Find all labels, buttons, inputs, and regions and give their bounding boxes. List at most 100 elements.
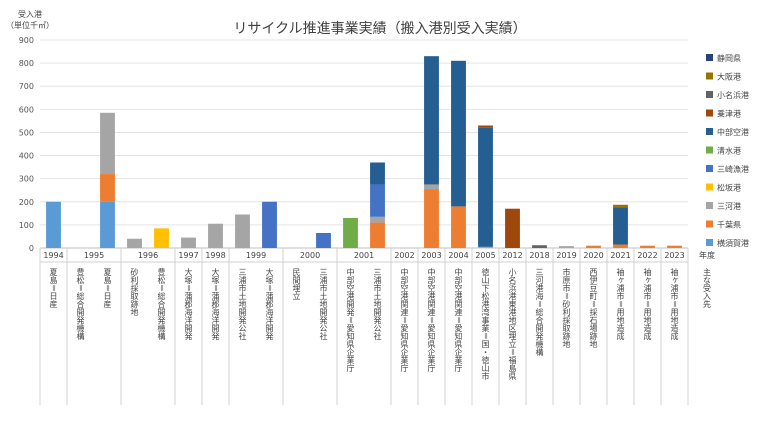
legend-label: 中部空港 xyxy=(717,127,749,137)
legend-swatch xyxy=(706,128,713,135)
bar-segment xyxy=(640,245,655,248)
year-label: 1997 xyxy=(178,251,198,260)
bar-segment xyxy=(370,216,385,223)
year-label: 2005 xyxy=(475,251,495,260)
year-label: 2002 xyxy=(394,251,414,260)
bar-segment xyxy=(262,201,277,248)
bar-segment xyxy=(100,112,115,175)
destination-label: 三浦市土地開発公社 xyxy=(373,268,382,341)
bar-segment xyxy=(370,222,385,248)
bar-segment xyxy=(181,237,196,248)
year-label: 2001 xyxy=(354,251,374,260)
destination-label: 大塚＝蒲郡海洋開発 xyxy=(184,267,193,341)
y-tick-label: 900 xyxy=(19,36,34,45)
bar-segment xyxy=(478,246,493,248)
y-tick-label: 600 xyxy=(19,105,34,114)
y-tick-label: 800 xyxy=(19,59,34,68)
gridlines xyxy=(40,39,688,249)
year-label: 1994 xyxy=(43,251,63,260)
legend-swatch xyxy=(706,165,713,172)
y-tick-label: 100 xyxy=(19,221,34,230)
year-label: 2012 xyxy=(502,251,522,260)
destination-label: 三浦市土地開発公社 xyxy=(319,268,328,341)
bar-segment xyxy=(424,189,439,248)
legend-swatch xyxy=(706,54,713,61)
year-label: 2021 xyxy=(610,251,630,260)
destination-label: 豊松＝総合開発機構 xyxy=(157,267,166,341)
legend-label: 三崎漁港 xyxy=(717,164,749,174)
y-axis-label-line1: 受入港 xyxy=(18,9,42,19)
legend-label: 乗津港 xyxy=(717,109,741,119)
destination-label: 砂利採取跡地 xyxy=(130,267,139,316)
bar-segment xyxy=(478,125,493,128)
destination-label: 豊松＝総合開発機構 xyxy=(76,267,85,341)
legend-swatch xyxy=(706,202,713,209)
destination-label: 三河港海＝総合開発機構 xyxy=(535,268,544,357)
destination-label: 袖ヶ浦市＝用地造成 xyxy=(670,267,679,341)
destination-label: 大塚＝蒲郡海洋開発 xyxy=(211,267,220,341)
year-label: 2000 xyxy=(300,251,320,260)
bars xyxy=(46,56,682,248)
bar-segment xyxy=(370,184,385,217)
year-label: 2018 xyxy=(529,251,549,260)
bar-segment xyxy=(424,56,439,185)
legend-swatch xyxy=(706,109,713,117)
y-tick-label: 0 xyxy=(29,244,34,253)
destination-label: 中部空港関連＝愛知県企業庁 xyxy=(427,267,436,372)
y-tick-label: 200 xyxy=(19,198,34,207)
bar-segment xyxy=(451,206,466,248)
bar-segment xyxy=(505,208,520,248)
bar-segment xyxy=(667,245,682,248)
destination-label: 夏島＝日産 xyxy=(49,268,58,309)
bar-segment xyxy=(559,246,574,248)
y-tick-labels: 0 100 200 300 400 500 600 700 800 900 xyxy=(19,36,34,253)
destination-label: 中部空港開発＝愛知県企業庁 xyxy=(346,267,355,372)
bar-segment xyxy=(613,207,628,245)
bar-segment xyxy=(613,204,628,208)
destination-label: 三浦市土地開発公社 xyxy=(238,268,247,341)
bar-segment xyxy=(478,127,493,247)
legend-label: 千葉県 xyxy=(717,220,741,230)
legend-label: 静岡県 xyxy=(717,53,741,63)
year-label: 1998 xyxy=(205,251,225,260)
y-axis-label: 受入港（単位千㎥） xyxy=(6,9,54,30)
destination-label: 中部空港関連＝愛知県企業庁 xyxy=(400,267,409,372)
bar-segment xyxy=(154,228,169,248)
bar-segment xyxy=(370,162,385,185)
row-header-year: 年度 xyxy=(699,250,715,260)
bar-segment xyxy=(235,214,250,248)
y-tick-label: 400 xyxy=(19,152,34,161)
bar-segment xyxy=(343,217,358,248)
destination-label: 小名浜港東港地区埋立＝福島県 xyxy=(508,268,517,381)
legend-label: 小名浜港 xyxy=(717,90,749,100)
year-label: 2020 xyxy=(583,251,603,260)
destination-label: 西伊豆町＝採石場跡地 xyxy=(589,268,598,348)
legend-label: 三河港 xyxy=(717,201,741,211)
year-label: 1996 xyxy=(138,251,158,260)
destination-label: 徳山下松港湾事業＝国・徳山市 xyxy=(481,267,490,381)
destination-label: 夏島＝日産 xyxy=(103,268,112,309)
legend-swatch xyxy=(706,183,713,191)
year-label: 1999 xyxy=(246,251,266,260)
legend-swatch xyxy=(706,72,713,80)
destination-label: 中部空港関連＝愛知県企業庁 xyxy=(454,267,463,372)
year-label: 2023 xyxy=(664,251,684,260)
bar-segment xyxy=(316,232,331,248)
category-table: 1994 夏島＝日産 1995 豊松＝総合開発機構 夏島＝日産 1996 砂利採取跡地 豊松＝… xyxy=(39,248,715,405)
legend-swatch xyxy=(706,146,713,154)
year-label: 2004 xyxy=(448,251,468,260)
chart-title: リサイクル推進事業実績（搬入港別受入実績） xyxy=(233,21,526,37)
destination-label: 袖ヶ浦市＝用地造成 xyxy=(643,267,652,341)
legend-label: 松坂港 xyxy=(717,183,741,193)
bar-segment xyxy=(208,223,223,248)
legend-swatch xyxy=(706,239,713,246)
bar-segment xyxy=(451,60,466,207)
y-tick-label: 500 xyxy=(19,128,34,137)
legend-swatch xyxy=(706,91,713,98)
bar-segment xyxy=(613,244,628,248)
destination-label: 大塚＝蒲郡海洋開発 xyxy=(265,267,274,341)
destination-label: 袖ヶ浦市＝用地造成 xyxy=(616,267,625,341)
legend-swatch xyxy=(706,220,713,228)
